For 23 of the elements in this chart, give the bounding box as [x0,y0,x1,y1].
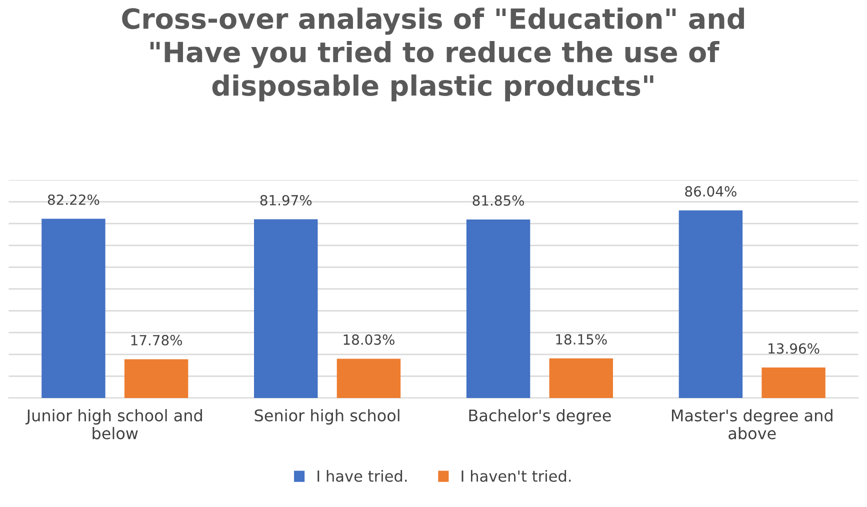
bar [678,210,743,398]
bar [466,220,530,398]
data-label: 13.96% [768,343,820,354]
bar [124,359,188,398]
x-tick-label: Junior high school and below [26,409,202,440]
x-tick-label: Senior high school [254,409,400,425]
legend-label: I haven't tried. [462,470,571,482]
data-label: 81.85% [472,195,524,206]
bar [762,368,826,398]
data-label: 81.97% [260,194,312,206]
bar [549,358,613,398]
bar [336,358,401,398]
bar [254,219,318,398]
chart-title: Cross-over analaysis of "Education" and "Have you tried to reduce the use of disposable plastic products" [122,8,744,102]
legend-label: I have tried. [318,470,407,482]
data-label: 17.78% [131,334,182,346]
data-label: 18.03% [344,334,394,345]
data-label: 82.22% [48,194,100,205]
x-tick-label: Master's degree and above [672,409,832,440]
data-label: 18.15% [556,334,607,345]
x-tick-label: Bachelor's degree [469,409,611,425]
bar [42,218,106,398]
data-label: 86.04% [685,186,736,197]
